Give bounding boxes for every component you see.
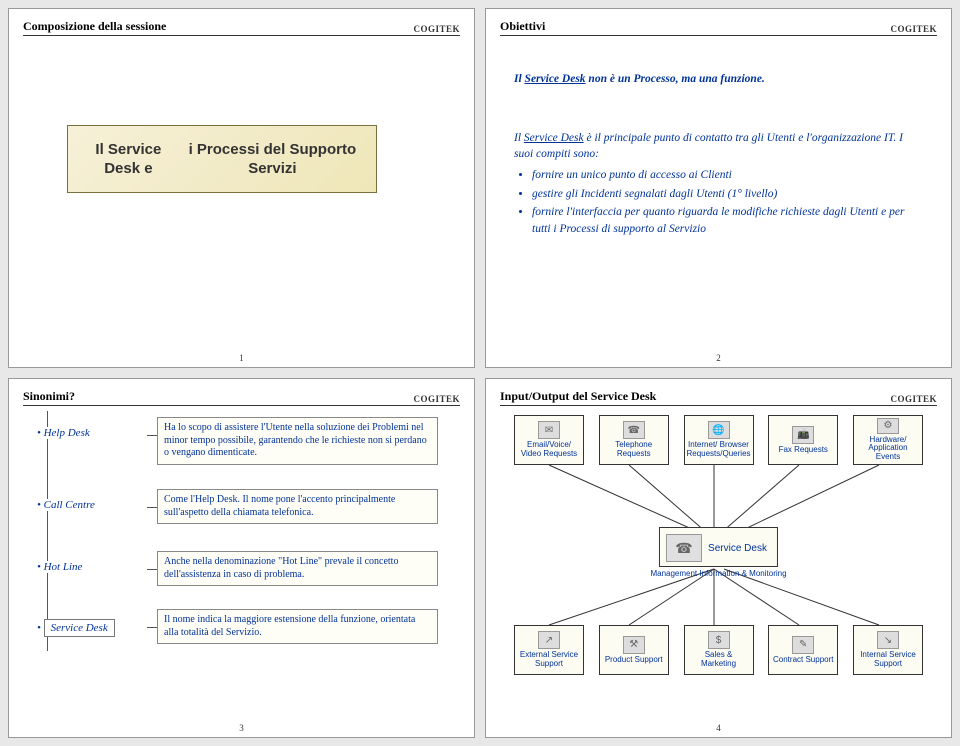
diagram-center-node: ☎ Service Desk	[659, 527, 778, 567]
slide-number: 1	[9, 353, 474, 363]
slide-1-body: Il Service Desk ei Processi del Supporto…	[37, 35, 446, 353]
brand-logo: COGITEK	[413, 394, 460, 404]
diagram-top-row: ✉Email/Voice/ Video Requests ☎Telephone R…	[514, 415, 923, 465]
slide-2-li: gestire gli Incidenti segnalati dagli Ut…	[532, 186, 923, 203]
slide-2-body: Il Service Desk non è un Processo, ma un…	[514, 65, 923, 240]
diagram-output-node: ✎Contract Support	[768, 625, 838, 675]
service-desk-icon: ☎	[666, 534, 702, 562]
slide-header: Sinonimi? COGITEK	[23, 389, 460, 406]
slide-3-desc: Come l'Help Desk. Il nome pone l'accento…	[157, 489, 438, 524]
slide-title: Sinonimi?	[23, 389, 75, 404]
diagram-center-label: Service Desk	[708, 543, 767, 554]
slide-3-body: Help Desk Ha lo scopo di assistere l'Uten…	[37, 411, 446, 671]
slide-4-diagram: ✉Email/Voice/ Video Requests ☎Telephone R…	[514, 409, 923, 675]
slide-1-box: Il Service Desk ei Processi del Supporto…	[67, 125, 377, 193]
node-icon: 🌐	[708, 421, 730, 439]
slide-3-label: Service Desk	[37, 619, 147, 637]
brand-logo: COGITEK	[413, 24, 460, 34]
node-icon: ✉	[538, 421, 560, 439]
slide-2-list: fornire un unico punto di accesso ai Cli…	[514, 167, 923, 238]
slide-3-desc: Il nome indica la maggiore estensione de…	[157, 609, 438, 644]
slide-number: 4	[486, 723, 951, 733]
diagram-input-node: ☎Telephone Requests	[599, 415, 669, 465]
diagram-bottom-row: ↗External Service Support ⚒Product Suppor…	[514, 625, 923, 675]
node-icon: ⚙	[877, 418, 899, 434]
slide-title: Obiettivi	[500, 19, 545, 34]
diagram-output-node: $Sales & Marketing	[684, 625, 754, 675]
node-icon: ✎	[792, 636, 814, 654]
slide-2: Obiettivi COGITEK Il Service Desk non è …	[485, 8, 952, 368]
diagram-center-wrap: ☎ Service Desk Management Information & …	[650, 527, 786, 578]
diagram-output-node: ↘Internal Service Support	[853, 625, 923, 675]
slide-header: Obiettivi COGITEK	[500, 19, 937, 36]
diagram-input-node: 🌐Internet/ Browser Requests/Queries	[684, 415, 754, 465]
node-icon: ⚒	[623, 636, 645, 654]
brand-logo: COGITEK	[890, 24, 937, 34]
slide-header: Input/Output del Service Desk COGITEK	[500, 389, 937, 406]
slide-number: 2	[486, 353, 951, 363]
slide-header: Composizione della sessione COGITEK	[23, 19, 460, 36]
slide-4: Input/Output del Service Desk COGITEK ✉E…	[485, 378, 952, 738]
diagram-output-node: ↗External Service Support	[514, 625, 584, 675]
slide-3-vline	[47, 411, 48, 651]
slide-1: Composizione della sessione COGITEK Il S…	[8, 8, 475, 368]
slide-2-para: Il Service Desk è il principale punto di…	[514, 130, 923, 163]
node-icon: ↗	[538, 631, 560, 649]
diagram-output-node: ⚒Product Support	[599, 625, 669, 675]
diagram-input-node: ✉Email/Voice/ Video Requests	[514, 415, 584, 465]
node-icon: 📠	[792, 426, 814, 444]
slide-3-label: Hot Line	[37, 561, 147, 573]
slide-3-desc: Ha lo scopo di assistere l'Utente nella …	[157, 417, 438, 465]
slide-2-li: fornire l'interfaccia per quanto riguard…	[532, 204, 923, 237]
node-icon: ↘	[877, 631, 899, 649]
slide-title: Input/Output del Service Desk	[500, 389, 656, 404]
slide-3-label: Call Centre	[37, 499, 147, 511]
slide-number: 3	[9, 723, 474, 733]
diagram-input-node: 📠Fax Requests	[768, 415, 838, 465]
slide-title: Composizione della sessione	[23, 19, 166, 34]
node-icon: $	[708, 631, 730, 649]
diagram-mgmt-label: Management Information & Monitoring	[650, 569, 786, 578]
node-icon: ☎	[623, 421, 645, 439]
slide-2-headline: Il Service Desk non è un Processo, ma un…	[514, 71, 923, 88]
slide-3: Sinonimi? COGITEK Help Desk Ha lo scopo d…	[8, 378, 475, 738]
slide-2-li: fornire un unico punto di accesso ai Cli…	[532, 167, 923, 184]
diagram-input-node: ⚙Hardware/ Application Events	[853, 415, 923, 465]
brand-logo: COGITEK	[890, 394, 937, 404]
slide-3-desc: Anche nella denominazione "Hot Line" pre…	[157, 551, 438, 586]
slide-3-label: Help Desk	[37, 427, 147, 439]
